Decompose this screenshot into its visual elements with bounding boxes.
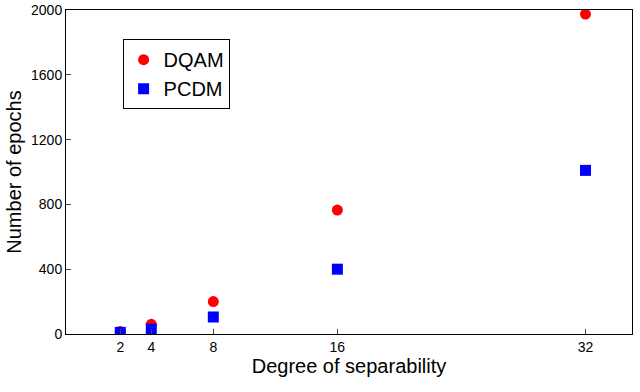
svg-text:PCDM: PCDM xyxy=(164,78,223,100)
svg-text:16: 16 xyxy=(330,339,346,355)
svg-text:DQAM: DQAM xyxy=(164,49,224,71)
svg-text:1200: 1200 xyxy=(31,132,62,148)
svg-text:8: 8 xyxy=(209,339,217,355)
svg-text:1600: 1600 xyxy=(31,67,62,83)
svg-text:4: 4 xyxy=(147,339,155,355)
svg-text:Number of epochs: Number of epochs xyxy=(3,90,25,253)
svg-text:Degree of separability: Degree of separability xyxy=(252,355,447,377)
svg-text:400: 400 xyxy=(39,261,63,277)
svg-text:2: 2 xyxy=(116,339,124,355)
svg-text:0: 0 xyxy=(54,326,62,342)
svg-text:2000: 2000 xyxy=(31,2,62,18)
svg-text:800: 800 xyxy=(39,196,63,212)
svg-text:32: 32 xyxy=(578,339,594,355)
